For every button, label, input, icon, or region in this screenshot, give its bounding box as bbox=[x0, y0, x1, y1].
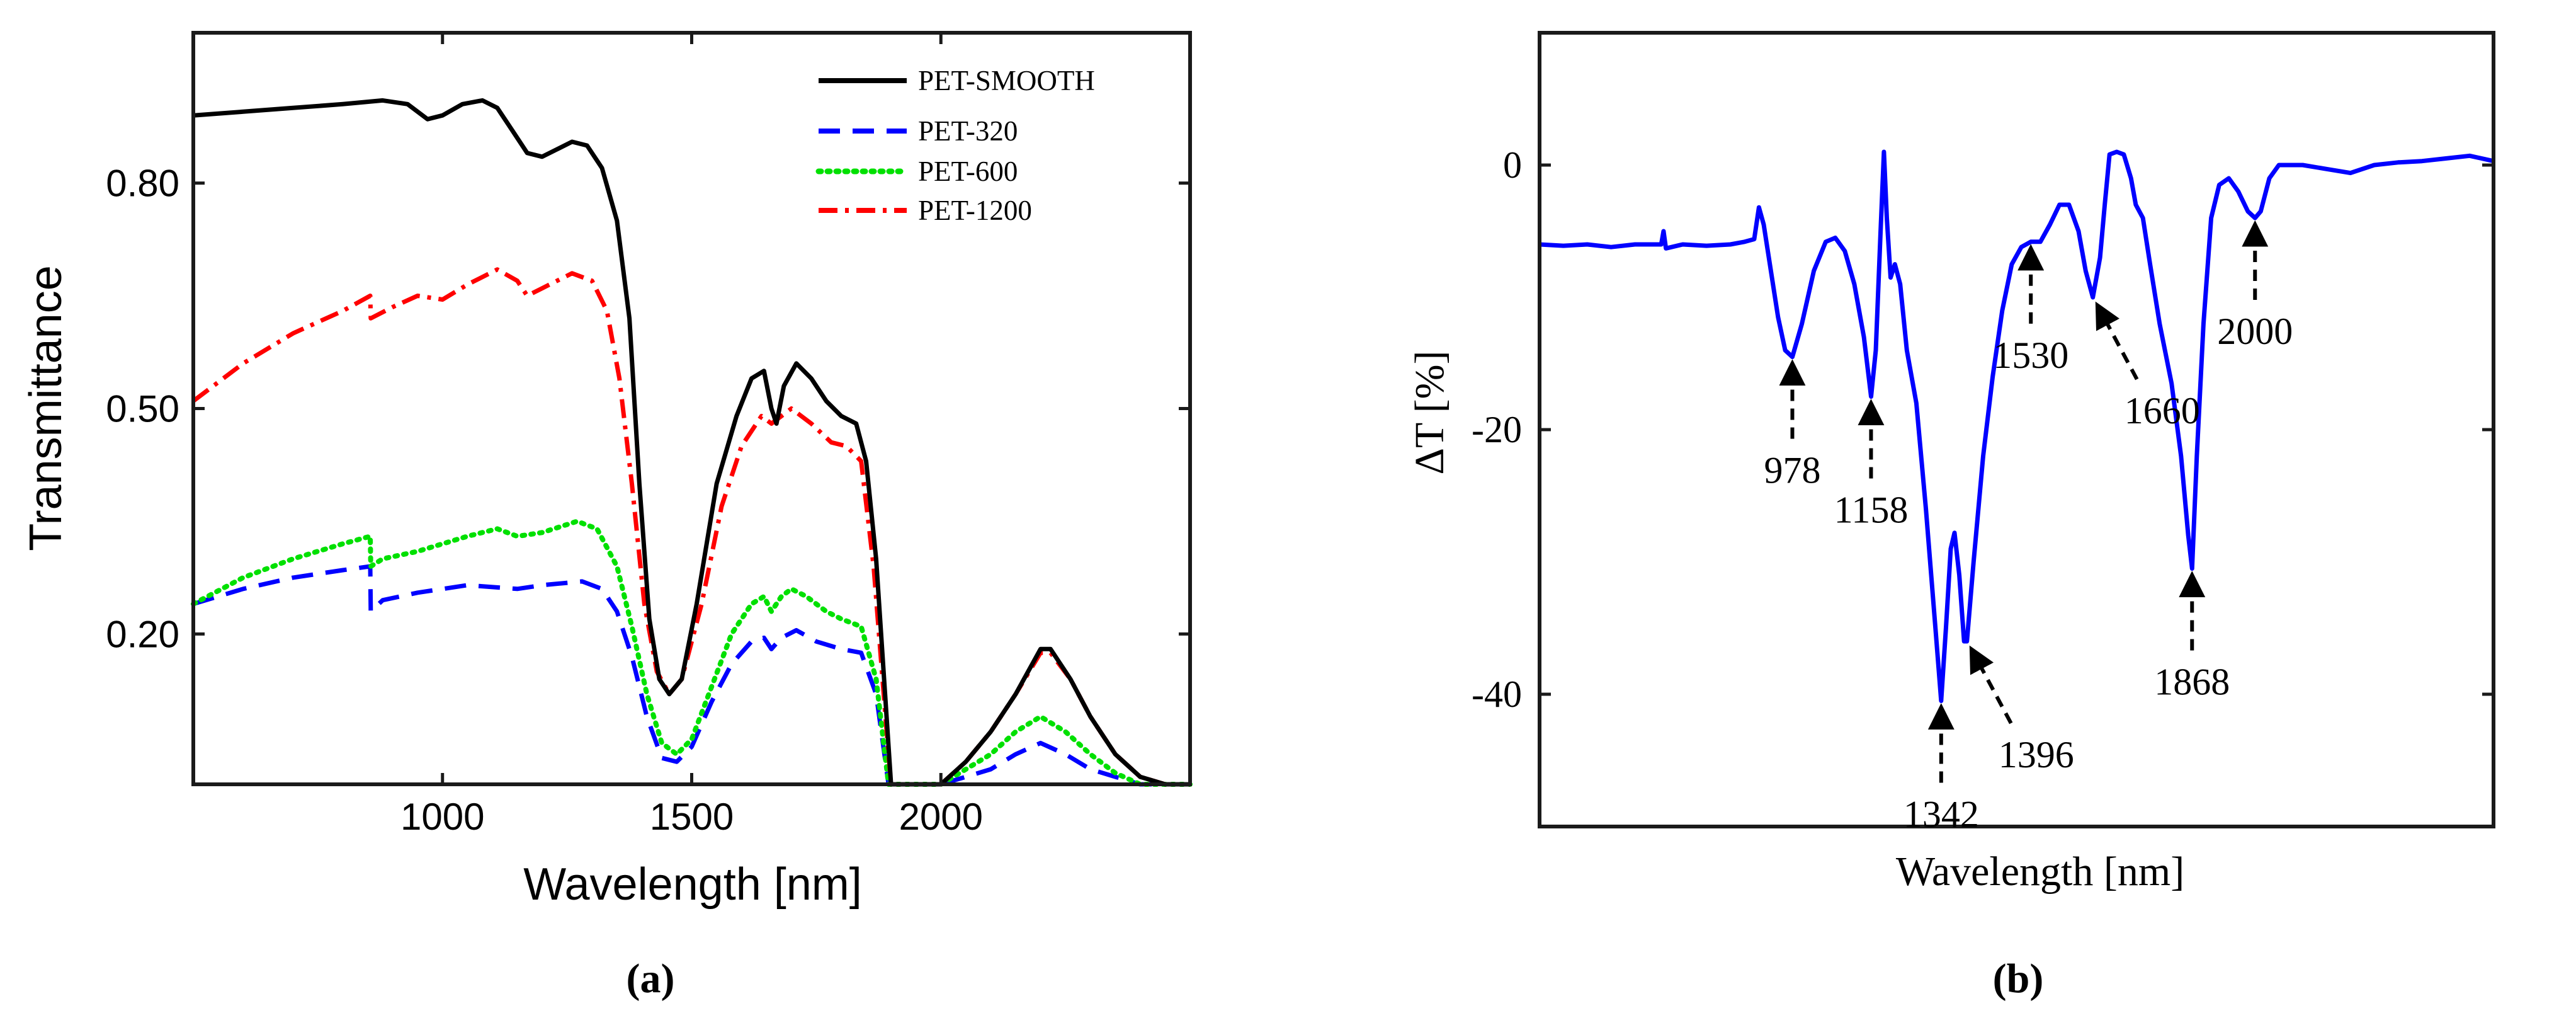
legend-label-pet-smooth: PET-SMOOTH bbox=[918, 65, 1095, 96]
panel-b-annotations: 978 1158 1342 1396 1530 1660 1868 2000 bbox=[1764, 220, 2293, 835]
x-tick-label: 1000 bbox=[400, 796, 484, 838]
annotation-label-1660: 1660 bbox=[2125, 390, 2200, 432]
annotation-label-1158: 1158 bbox=[1834, 489, 1909, 531]
annotation-arrow-1660 bbox=[2095, 301, 2139, 381]
series-line-delta-t bbox=[1539, 149, 2494, 703]
y-tick-label: 0.50 bbox=[106, 388, 179, 430]
panel-b-series-group bbox=[1539, 149, 2494, 703]
annotation-label-1868: 1868 bbox=[2154, 661, 2230, 703]
legend-label-pet-600: PET-600 bbox=[918, 156, 1018, 187]
panel-a-ylabel: Transmittance bbox=[21, 265, 71, 551]
series-line-pet-smooth bbox=[193, 98, 1190, 787]
panel-b-xlabel: Wavelength [nm] bbox=[1896, 849, 2184, 895]
annotation-label-1396: 1396 bbox=[1999, 734, 2074, 775]
series-line-pet-600 bbox=[191, 518, 1193, 787]
panel-a-label: (a) bbox=[627, 956, 675, 1002]
annotation-label-978: 978 bbox=[1764, 450, 1820, 491]
panel-a-legend: PET-SMOOTH PET-320 PET-600 PET-1200 bbox=[815, 65, 1095, 226]
legend-label-pet-320: PET-320 bbox=[918, 115, 1018, 147]
x-tick-label: 2000 bbox=[899, 796, 983, 838]
legend-entry-pet-1200: PET-1200 bbox=[819, 195, 1032, 226]
annotation-arrow-1396 bbox=[1969, 645, 2013, 724]
legend-entry-pet-320: PET-320 bbox=[819, 115, 1018, 147]
panel-b-label: (b) bbox=[1993, 956, 2044, 1002]
series-line-pet-1200 bbox=[191, 267, 1190, 787]
panel-b-ylabel: ΔT [%] bbox=[1407, 350, 1453, 474]
panel-b-axes-frame bbox=[1538, 31, 2495, 828]
panel-b-chart: 0-20-40 9781158134213961530166018682000 … bbox=[1407, 31, 2495, 1002]
legend-label-pet-1200: PET-1200 bbox=[918, 195, 1032, 226]
x-tick-label: 1500 bbox=[650, 796, 734, 838]
y-tick-label: 0.80 bbox=[106, 163, 179, 205]
panel-a-ticks: 1000 1500 2000 0.20 0.50 0.80 bbox=[106, 33, 1190, 838]
panel-a-axes-frame bbox=[191, 31, 1192, 786]
legend-entry-pet-smooth: PET-SMOOTH bbox=[819, 65, 1095, 96]
y-tick-label: 0 bbox=[1503, 144, 1522, 186]
y-tick-label: 0.20 bbox=[106, 613, 179, 655]
panel-a-chart: 1000 1500 2000 0.20 0.50 0.80 PET-SMOOTH PET-… bbox=[21, 31, 1193, 1002]
legend-entry-pet-600: PET-600 bbox=[815, 156, 1018, 187]
annotation-label-1530: 1530 bbox=[1993, 335, 2068, 376]
annotation-label-1342: 1342 bbox=[1904, 794, 1979, 835]
series-line-pet-320 bbox=[192, 564, 1190, 787]
y-tick-label: -40 bbox=[1472, 673, 1522, 715]
panel-a-xlabel: Wavelength [nm] bbox=[523, 859, 862, 910]
panel-a-series-group bbox=[191, 98, 1193, 787]
y-tick-label: -20 bbox=[1472, 409, 1522, 450]
annotation-label-2000: 2000 bbox=[2217, 311, 2293, 352]
panel-b-ticks: 0 -20 -40 bbox=[1472, 144, 2494, 715]
